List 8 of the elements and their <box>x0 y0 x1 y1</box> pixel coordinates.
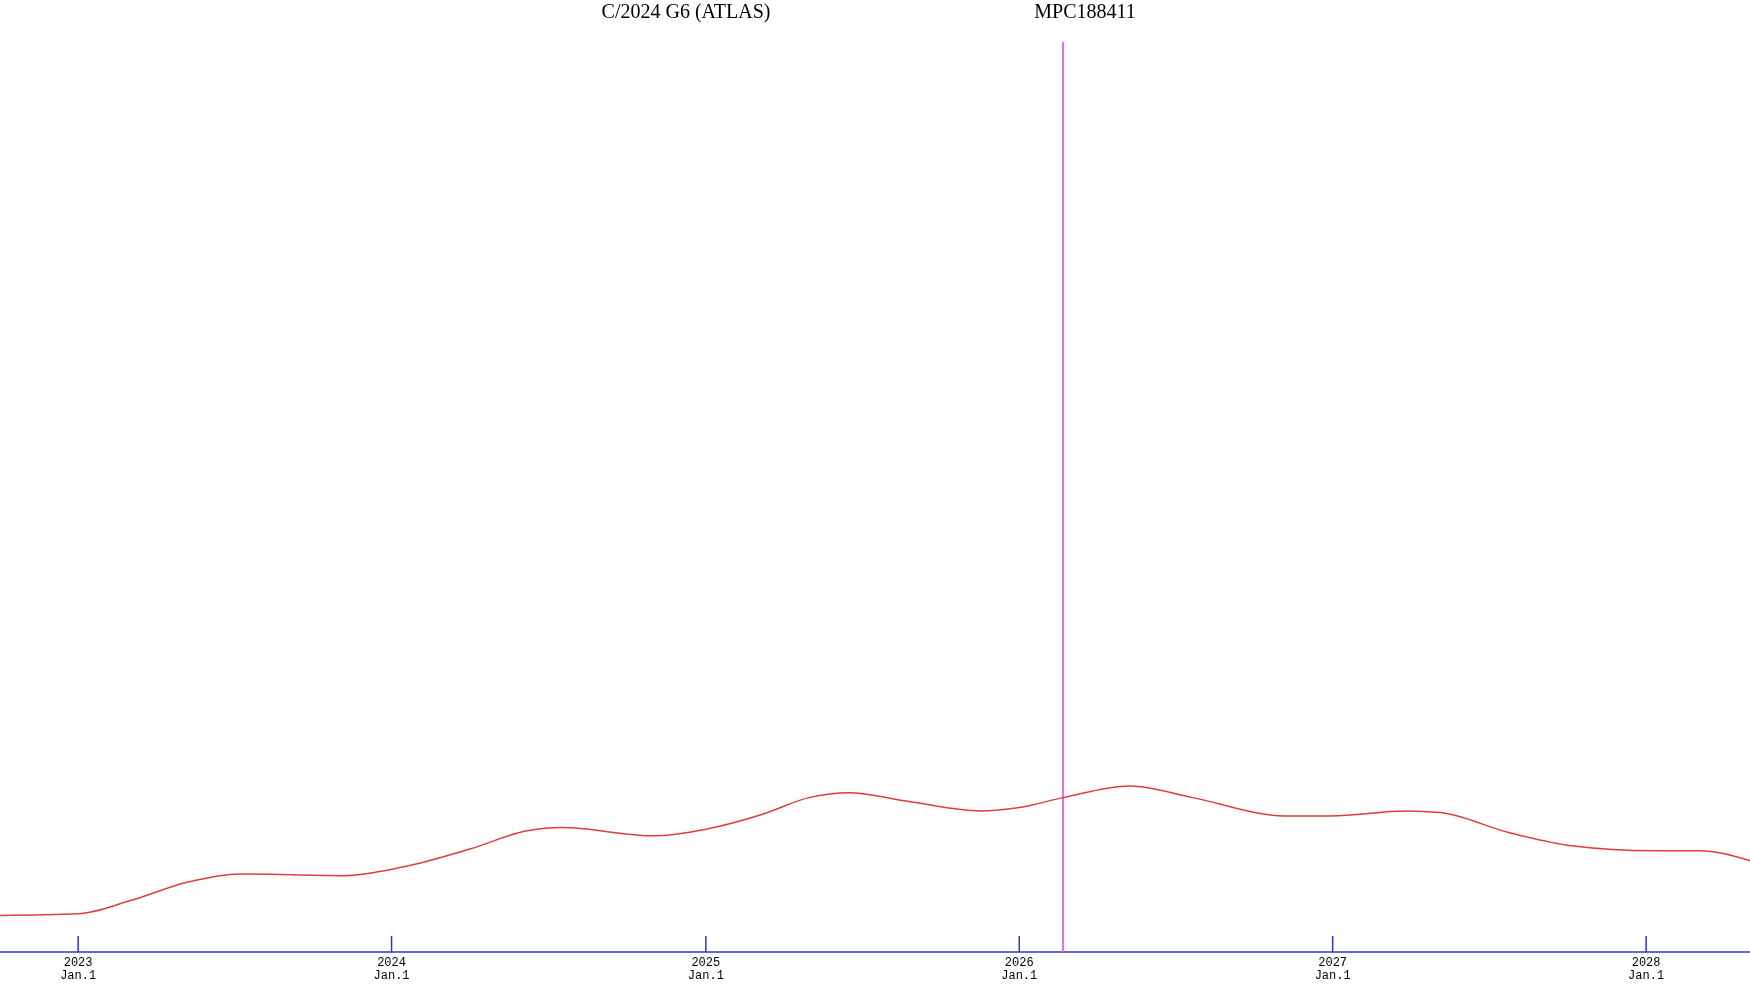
x-tick-label: 2025 Jan.1 <box>687 956 724 983</box>
chart-title: C/2024 G6 (ATLAS) <box>601 0 771 23</box>
x-tick-label: 2027 Jan.1 <box>1314 956 1351 983</box>
x-tick-label: 2023 Jan.1 <box>60 956 97 983</box>
x-tick-label: 2024 Jan.1 <box>373 956 410 983</box>
x-tick-label: 2026 Jan.1 <box>1001 956 1038 983</box>
ref-line-label: MPC188411 <box>1034 0 1136 22</box>
x-tick-label: 2028 Jan.1 <box>1628 956 1665 983</box>
